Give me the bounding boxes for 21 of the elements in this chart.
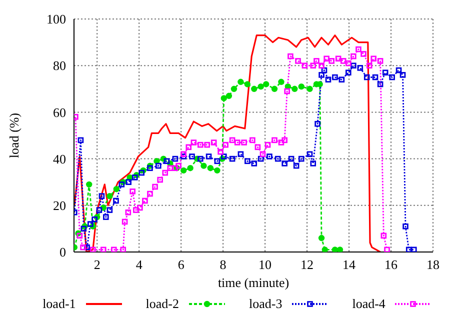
x-tick-label: 12 <box>300 257 314 272</box>
legend-label: load-1 <box>42 296 76 312</box>
x-tick-label: 16 <box>384 257 398 272</box>
y-axis-title: load (%) <box>6 112 22 158</box>
y-tick-label: 60 <box>53 104 66 120</box>
y-tick-label: 100 <box>46 12 66 27</box>
legend-label: load-4 <box>352 296 386 312</box>
y-tick-label: 80 <box>53 58 66 74</box>
x-axis-title: time (minute) <box>216 275 290 291</box>
y-tick-label: 0 <box>60 244 66 260</box>
x-tick-label: 2 <box>94 257 100 272</box>
x-tick-label: 8 <box>220 257 226 272</box>
y-tick-label: 40 <box>53 151 66 166</box>
x-tick-label: 6 <box>178 257 185 272</box>
x-tick-label: 14 <box>342 257 356 272</box>
legend-label: load-3 <box>249 296 282 312</box>
y-tick-label: 20 <box>53 198 66 214</box>
x-tick-label: 18 <box>426 257 440 272</box>
x-tick-label: 10 <box>258 257 272 272</box>
x-tick-label: 4 <box>136 257 143 272</box>
legend-label: load-2 <box>146 296 179 312</box>
